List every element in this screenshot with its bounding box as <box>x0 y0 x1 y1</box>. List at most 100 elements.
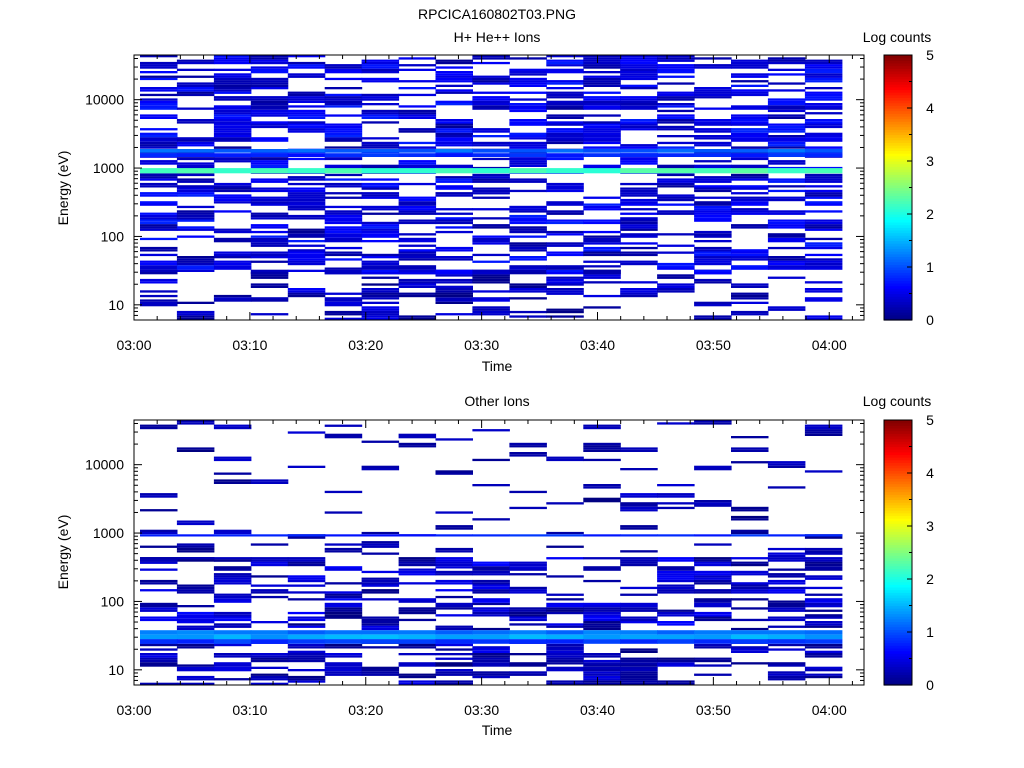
heatmap-cell <box>324 550 363 553</box>
heatmap-cell <box>435 194 473 197</box>
heatmap-cell <box>324 607 363 610</box>
heatmap-cell <box>620 96 658 99</box>
heatmap-cell <box>213 59 252 62</box>
heatmap-cell <box>509 80 547 83</box>
heatmap-cell <box>324 655 363 658</box>
heatmap-cell <box>472 627 510 631</box>
heatmap-cell <box>804 237 843 241</box>
heatmap-cell <box>767 82 806 85</box>
colorbar-segment <box>884 274 912 279</box>
heatmap-cell <box>583 449 621 452</box>
heatmap-cell <box>657 591 695 594</box>
heatmap-cell <box>287 228 326 231</box>
heatmap-cell <box>546 141 584 145</box>
heatmap-cell <box>287 168 326 174</box>
heatmap-cell <box>694 230 732 234</box>
heatmap-cell <box>398 292 437 295</box>
heatmap-cell <box>361 64 400 67</box>
heatmap-cell <box>583 566 621 569</box>
heatmap-cell <box>546 233 584 236</box>
heatmap-cell <box>509 589 547 592</box>
heatmap-cell <box>694 301 732 304</box>
heatmap-cell <box>509 249 547 252</box>
heatmap-cell <box>324 609 363 612</box>
heatmap-cell <box>731 178 769 181</box>
heatmap-cell <box>694 141 732 145</box>
heatmap-cell <box>361 96 400 99</box>
heatmap-cell <box>287 176 326 179</box>
colorbar-label: Log counts <box>863 29 932 45</box>
heatmap-cell <box>620 502 658 505</box>
heatmap-cell <box>324 251 363 254</box>
heatmap-cell <box>176 639 215 644</box>
heatmap-cell <box>767 547 806 551</box>
heatmap-cell <box>620 639 658 644</box>
heatmap-cell <box>804 80 843 83</box>
heatmap-cell <box>694 178 732 181</box>
heatmap-cell <box>398 244 437 247</box>
heatmap-cell <box>140 182 178 186</box>
heatmap-cell <box>213 189 252 193</box>
heatmap-cell <box>583 272 621 275</box>
heatmap-cell <box>620 648 658 651</box>
heatmap-cell <box>620 123 658 126</box>
heatmap-cell <box>546 502 584 505</box>
colorbar-segment <box>884 70 912 75</box>
heatmap-cell <box>472 600 510 603</box>
heatmap-cell <box>694 233 732 236</box>
heatmap-cell <box>140 135 178 138</box>
heatmap-cell <box>361 440 400 443</box>
colorbar-segment <box>884 579 912 583</box>
heatmap-cell <box>398 433 437 436</box>
heatmap-cell <box>472 149 510 153</box>
heatmap-cell <box>694 304 732 307</box>
heatmap-cell <box>509 144 547 147</box>
heatmap-cell <box>250 276 289 279</box>
heatmap-cell <box>435 135 473 138</box>
heatmap-cell <box>694 630 732 635</box>
heatmap-cell <box>620 673 658 676</box>
heatmap-cell <box>324 258 363 261</box>
colorbar-segment <box>884 565 912 569</box>
heatmap-cell <box>472 648 510 651</box>
heatmap-cell <box>546 315 584 318</box>
heatmap-cell <box>583 125 621 129</box>
heatmap-cell <box>620 294 658 298</box>
heatmap-cell <box>804 534 843 537</box>
heatmap-cell <box>509 119 547 122</box>
heatmap-cell <box>287 653 326 656</box>
heatmap-cell <box>140 682 178 685</box>
heatmap-cell <box>583 260 621 263</box>
heatmap-cell <box>213 634 252 640</box>
heatmap-cell <box>324 568 363 571</box>
colorbar-segment <box>884 288 912 292</box>
heatmap-cell <box>213 109 252 113</box>
heatmap-cell <box>361 543 400 546</box>
heatmap-cell <box>620 55 658 58</box>
heatmap-cell <box>250 160 289 163</box>
heatmap-cell <box>398 182 437 186</box>
heatmap-cell <box>435 639 473 644</box>
heatmap-cell <box>176 545 215 548</box>
heatmap-cell <box>509 290 547 293</box>
heatmap-cell <box>361 146 400 149</box>
heatmap-cell <box>140 301 178 304</box>
heatmap-cell <box>694 130 732 133</box>
heatmap-cell <box>509 105 547 108</box>
heatmap-cell <box>804 210 843 213</box>
heatmap-cell <box>694 180 732 183</box>
heatmap-cell <box>361 230 400 234</box>
heatmap-cell <box>620 534 658 537</box>
heatmap-cell <box>657 559 695 562</box>
heatmap-cell <box>509 77 547 81</box>
heatmap-cell <box>767 559 806 562</box>
heatmap-cell <box>546 655 584 658</box>
heatmap-cell <box>731 618 769 622</box>
colorbar-segment <box>884 306 912 310</box>
heatmap-cell <box>435 682 473 685</box>
heatmap-cell <box>213 579 252 583</box>
heatmap-cell <box>287 659 326 663</box>
heatmap-cell <box>213 593 252 596</box>
heatmap-cell <box>583 208 621 211</box>
heatmap-cell <box>804 563 843 567</box>
